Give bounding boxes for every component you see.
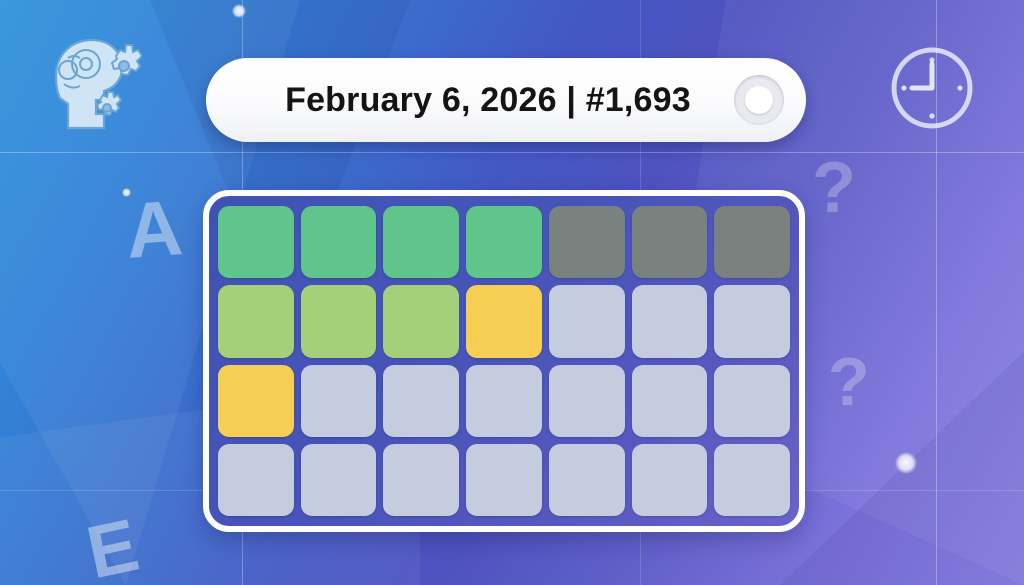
tile-r3-c3[interactable] bbox=[383, 364, 460, 437]
tile-r4-c5[interactable] bbox=[548, 443, 625, 516]
tile-r1-c6[interactable] bbox=[631, 206, 708, 279]
tile-r3-c4[interactable] bbox=[466, 364, 542, 437]
tile-r1-c5[interactable] bbox=[548, 206, 625, 279]
tile-r2-c2[interactable] bbox=[300, 285, 377, 358]
tile-r2-c7[interactable] bbox=[714, 285, 790, 358]
tile-r4-c7[interactable] bbox=[714, 443, 790, 516]
tile-r1-c1[interactable] bbox=[218, 206, 294, 279]
tile-r2-c4[interactable] bbox=[466, 285, 542, 358]
tile-r4-c2[interactable] bbox=[300, 443, 377, 516]
tile-r3-c2[interactable] bbox=[300, 364, 377, 437]
tile-r1-c3[interactable] bbox=[383, 206, 460, 279]
tile-r3-c1[interactable] bbox=[218, 364, 294, 437]
tile-r1-c4[interactable] bbox=[466, 206, 542, 279]
tile-r2-c3[interactable] bbox=[383, 285, 460, 358]
puzzle-board bbox=[203, 190, 805, 532]
tile-r1-c2[interactable] bbox=[300, 206, 377, 279]
tile-r3-c6[interactable] bbox=[631, 364, 708, 437]
tile-r4-c3[interactable] bbox=[383, 443, 460, 516]
tile-r2-c6[interactable] bbox=[631, 285, 708, 358]
tile-r4-c4[interactable] bbox=[466, 443, 542, 516]
toggle-knob[interactable] bbox=[734, 75, 784, 125]
tile-r4-c6[interactable] bbox=[631, 443, 708, 516]
tile-r1-c7[interactable] bbox=[714, 206, 790, 279]
tile-r3-c7[interactable] bbox=[714, 364, 790, 437]
tile-r2-c1[interactable] bbox=[218, 285, 294, 358]
puzzle-grid bbox=[218, 206, 790, 516]
tile-r4-c1[interactable] bbox=[218, 443, 294, 516]
title-bar[interactable]: February 6, 2026 | #1,693 bbox=[206, 58, 806, 142]
tile-r3-c5[interactable] bbox=[548, 364, 625, 437]
clock-icon bbox=[884, 40, 980, 136]
tile-r2-c5[interactable] bbox=[548, 285, 625, 358]
brain-gear-icon bbox=[38, 28, 144, 136]
page-title: February 6, 2026 | #1,693 bbox=[285, 80, 691, 119]
